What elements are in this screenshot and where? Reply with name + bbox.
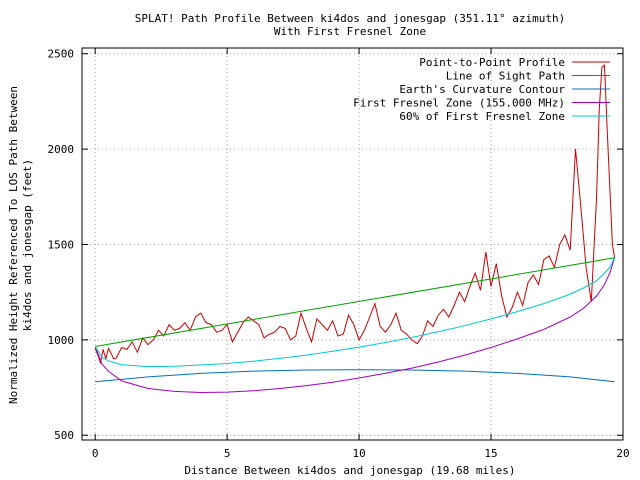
x-axis-label: Distance Between ki4dos and jonesgap (19… <box>184 464 515 477</box>
series-line-60-of-first-fresnel-zone <box>94 257 616 368</box>
y-tick-label: 2500 <box>48 48 75 61</box>
series-lines <box>94 64 616 394</box>
chart-title: SPLAT! Path Profile Between ki4dos and j… <box>135 12 565 25</box>
series-line-line-of-sight-path <box>95 257 615 347</box>
y-axis-label-line2: ki4dos and jonesgap (feet) <box>21 159 34 331</box>
x-tick-label: 10 <box>352 447 365 460</box>
x-tick-label: 20 <box>616 447 629 460</box>
series-line-point-to-point-profile <box>94 64 616 365</box>
legend-label: Point-to-Point Profile <box>419 56 565 69</box>
legend-label: Earth's Curvature Contour <box>399 83 565 96</box>
y-tick-label: 1500 <box>48 238 75 251</box>
y-tick-label: 500 <box>54 429 74 442</box>
legend-label: First Fresnel Zone (155.000 MHz) <box>353 97 565 110</box>
series-line-earth-s-curvature-contour <box>95 369 615 383</box>
x-tick-label: 15 <box>484 447 497 460</box>
y-axis-label: Normalized Height Referenced To LOS Path… <box>7 86 20 404</box>
y-tick-label: 1000 <box>48 334 75 347</box>
chart-subtitle: With First Fresnel Zone <box>274 25 426 38</box>
x-tick-label: 0 <box>92 447 99 460</box>
legend-label: 60% of First Fresnel Zone <box>399 110 565 123</box>
axis-ticks: 0 5 10 15 20 500 1000 1500 2000 2500 <box>48 48 630 460</box>
x-tick-label: 5 <box>224 447 231 460</box>
legend-label: Line of Sight Path <box>446 70 565 83</box>
y-tick-label: 2000 <box>48 143 75 156</box>
series-line-first-fresnel-zone-155-000-mhz <box>94 257 616 394</box>
